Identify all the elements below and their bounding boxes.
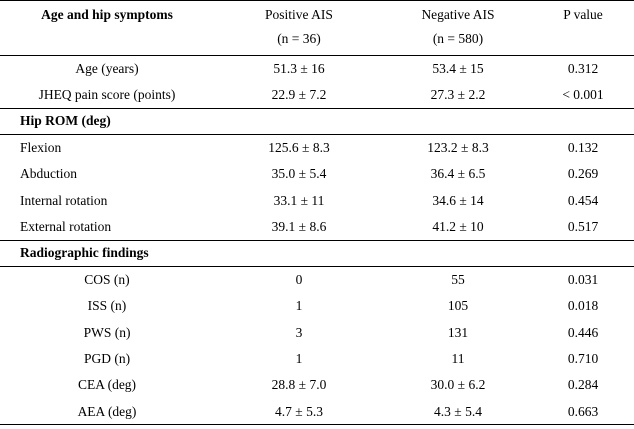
table-row: Age (years) 51.3 ± 16 53.4 ± 15 0.312 bbox=[0, 56, 634, 82]
p-value: 0.663 bbox=[567, 403, 599, 419]
table-row: Flexion 125.6 ± 8.3 123.2 ± 8.3 0.132 bbox=[0, 134, 634, 161]
positive-value: 22.9 ± 7.2 bbox=[271, 86, 327, 102]
row-label: Internal rotation bbox=[20, 192, 108, 208]
row-label: ISS (n) bbox=[87, 298, 127, 314]
negative-value: 53.4 ± 15 bbox=[432, 60, 484, 76]
p-value: 0.517 bbox=[567, 218, 599, 234]
positive-value: 1 bbox=[295, 350, 303, 366]
section-title-radiographic: Radiographic findings bbox=[20, 245, 149, 261]
row-label: Flexion bbox=[20, 140, 62, 156]
positive-value: 4.7 ± 5.3 bbox=[275, 403, 323, 419]
positive-value: 3 bbox=[295, 324, 303, 340]
negative-value: 34.6 ± 14 bbox=[432, 192, 484, 208]
table-row: Abduction 35.0 ± 5.4 36.4 ± 6.5 0.269 bbox=[0, 161, 634, 187]
p-value: 0.312 bbox=[567, 60, 599, 76]
positive-value: 125.6 ± 8.3 bbox=[268, 140, 330, 156]
positive-value: 1 bbox=[295, 298, 303, 314]
p-value: 0.018 bbox=[567, 298, 599, 314]
negative-value: 36.4 ± 6.5 bbox=[430, 166, 486, 182]
table-row: PWS (n) 3 131 0.446 bbox=[0, 319, 634, 345]
table-header-row: Age and hip symptoms Positive AIS (n = 3… bbox=[0, 0, 634, 56]
positive-value: 39.1 ± 8.6 bbox=[271, 218, 327, 234]
negative-value: 11 bbox=[451, 350, 465, 366]
header-positive-ais-n: (n = 36) bbox=[277, 31, 321, 46]
row-label: CEA (deg) bbox=[77, 377, 137, 393]
header-negative-ais: Negative AIS (n = 580) bbox=[384, 1, 532, 56]
row-label: Age (years) bbox=[75, 60, 139, 76]
table-row: External rotation 39.1 ± 8.6 41.2 ± 10 0… bbox=[0, 214, 634, 240]
p-value: 0.269 bbox=[567, 166, 599, 182]
table-row: CEA (deg) 28.8 ± 7.0 30.0 ± 6.2 0.284 bbox=[0, 372, 634, 398]
negative-value: 55 bbox=[451, 272, 465, 288]
header-positive-ais-label: Positive AIS bbox=[265, 7, 333, 22]
positive-value: 28.8 ± 7.0 bbox=[271, 377, 327, 393]
section-row-hip-rom: Hip ROM (deg) bbox=[0, 108, 634, 134]
negative-value: 4.3 ± 5.4 bbox=[434, 403, 482, 419]
header-age-symptoms: Age and hip symptoms bbox=[41, 7, 173, 22]
positive-value: 33.1 ± 11 bbox=[273, 192, 325, 208]
table-row: JHEQ pain score (points) 22.9 ± 7.2 27.3… bbox=[0, 82, 634, 108]
p-value: 0.132 bbox=[567, 140, 599, 156]
row-label: JHEQ pain score (points) bbox=[38, 86, 176, 102]
p-value: < 0.001 bbox=[562, 86, 604, 102]
section-row-radiographic: Radiographic findings bbox=[0, 240, 634, 266]
p-value: 0.031 bbox=[567, 272, 599, 288]
row-label: Abduction bbox=[20, 166, 77, 182]
negative-value: 30.0 ± 6.2 bbox=[430, 377, 486, 393]
negative-value: 105 bbox=[447, 298, 469, 314]
table-row: AEA (deg) 4.7 ± 5.3 4.3 ± 5.4 0.663 bbox=[0, 399, 634, 425]
p-value: 0.284 bbox=[567, 377, 599, 393]
table-row: Internal rotation 33.1 ± 11 34.6 ± 14 0.… bbox=[0, 187, 634, 213]
header-negative-ais-label: Negative AIS bbox=[421, 7, 495, 22]
section-title-hip-rom: Hip ROM (deg) bbox=[20, 113, 111, 129]
row-label: PGD (n) bbox=[83, 350, 131, 366]
negative-value: 41.2 ± 10 bbox=[432, 218, 484, 234]
negative-value: 123.2 ± 8.3 bbox=[427, 140, 489, 156]
row-label: COS (n) bbox=[84, 272, 130, 288]
row-label: PWS (n) bbox=[83, 324, 131, 340]
p-value: 0.710 bbox=[567, 350, 599, 366]
p-value: 0.446 bbox=[567, 324, 599, 340]
positive-value: 0 bbox=[295, 272, 303, 288]
negative-value: 27.3 ± 2.2 bbox=[430, 86, 486, 102]
table-row: PGD (n) 1 11 0.710 bbox=[0, 346, 634, 372]
table-row: COS (n) 0 55 0.031 bbox=[0, 266, 634, 293]
positive-value: 51.3 ± 16 bbox=[273, 60, 325, 76]
header-negative-ais-n: (n = 580) bbox=[432, 31, 484, 46]
negative-value: 131 bbox=[447, 324, 469, 340]
row-label: External rotation bbox=[20, 218, 112, 234]
p-value: 0.454 bbox=[567, 192, 599, 208]
row-label: AEA (deg) bbox=[77, 403, 137, 419]
header-p-value: P value bbox=[563, 7, 603, 22]
header-positive-ais: Positive AIS (n = 36) bbox=[214, 1, 384, 56]
table-row: ISS (n) 1 105 0.018 bbox=[0, 293, 634, 319]
positive-value: 35.0 ± 5.4 bbox=[271, 166, 327, 182]
